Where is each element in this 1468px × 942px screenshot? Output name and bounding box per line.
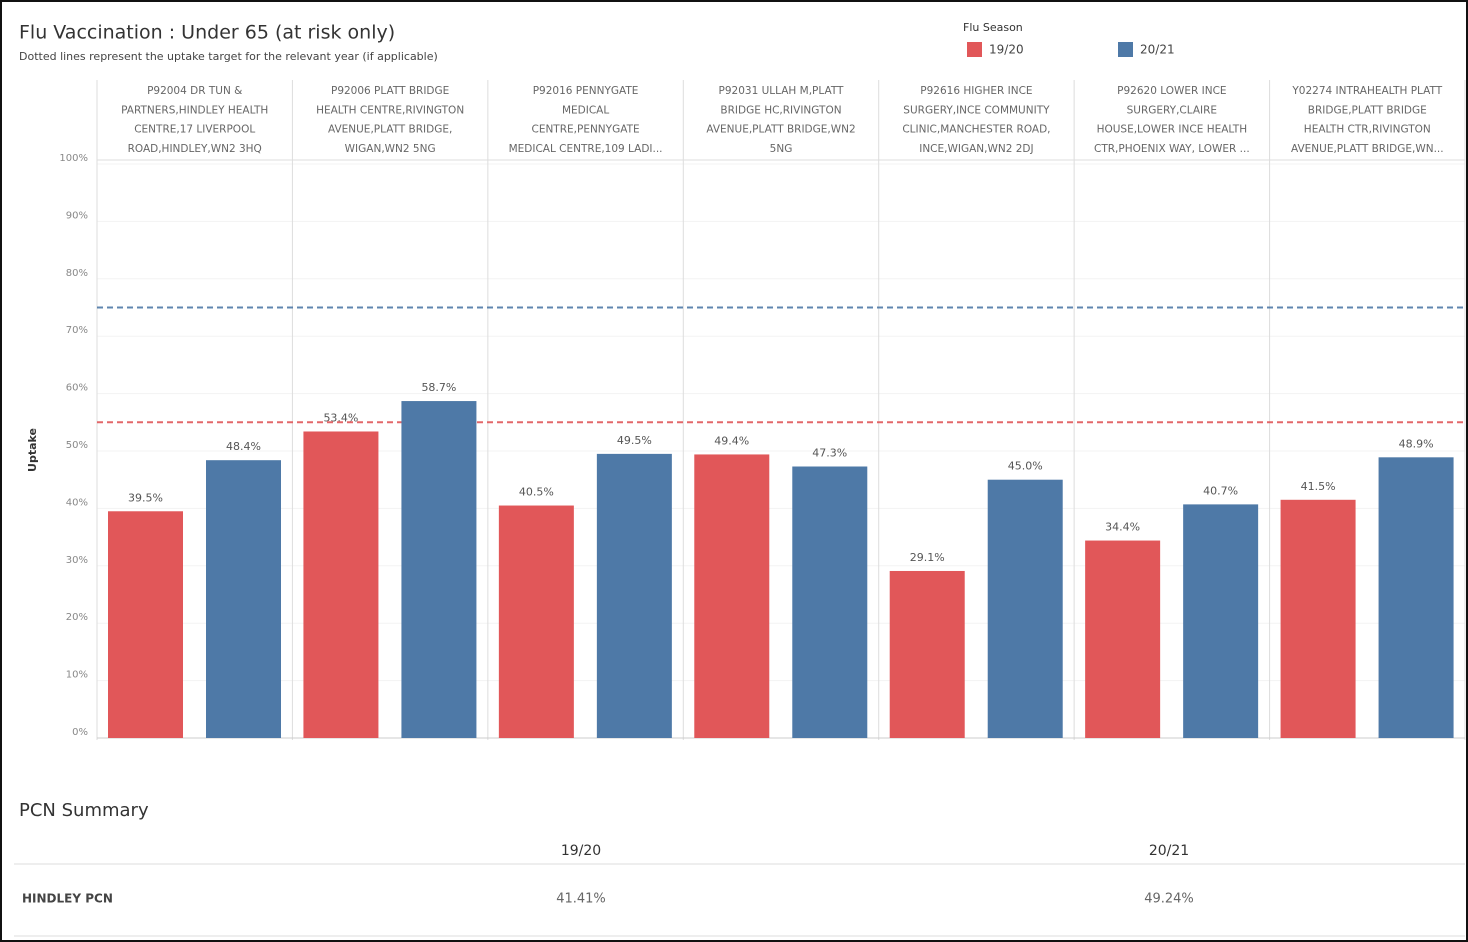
column-header: MEDICAL [562,104,609,116]
chart-title: Flu Vaccination : Under 65 (at risk only… [19,22,395,44]
summary-column-header: 19/20 [561,843,601,859]
column-header: HEALTH CTR,RIVINGTON [1304,124,1431,136]
summary-cell: 49.24% [1144,892,1194,907]
bar-value-label: 47.3% [812,446,847,459]
y-tick-label: 40% [66,497,88,508]
bar [303,431,379,738]
bar [401,401,477,738]
bar-value-label: 41.5% [1301,480,1336,493]
column-header: CENTRE,PENNYGATE [531,124,639,136]
column-header: HEALTH CENTRE,RIVINGTON [316,104,464,116]
bar-value-label: 49.4% [714,434,749,447]
y-tick-label: 20% [66,612,88,623]
column-header: MEDICAL CENTRE,109 LADI... [509,143,663,155]
column-header: P92004 DR TUN & [147,85,242,97]
column-header: P92620 LOWER INCE [1117,85,1226,97]
column-header: P92616 HIGHER INCE [920,85,1032,97]
column-header: P92006 PLATT BRIDGE [331,85,449,97]
legend-swatch [1118,42,1133,57]
bar-value-label: 34.4% [1105,521,1140,534]
bar [1378,457,1454,738]
y-axis-label: Uptake [26,428,39,472]
summary-title: PCN Summary [19,800,149,821]
y-tick-label: 60% [66,383,88,394]
bar-value-label: 45.0% [1008,460,1043,473]
column-header: CENTRE,17 LIVERPOOL [134,124,255,136]
bar-value-label: 48.4% [226,440,261,453]
bar-value-label: 53.4% [323,411,358,424]
bar [1280,499,1356,738]
column-header: HOUSE,LOWER INCE HEALTH [1097,124,1248,136]
column-header: 5NG [770,143,793,155]
column-header: BRIDGE,PLATT BRIDGE [1308,104,1427,116]
column-header: AVENUE,PLATT BRIDGE,WN... [1291,143,1444,155]
column-header: P92016 PENNYGATE [533,85,639,97]
bar-value-label: 48.9% [1399,437,1434,450]
bar [792,466,868,738]
bar [1183,504,1259,738]
column-header: SURGERY,CLAIRE [1127,104,1217,116]
column-header: AVENUE,PLATT BRIDGE,WN2 [706,124,855,136]
column-header: P92031 ULLAH M,PLATT [719,85,845,97]
bar-value-label: 40.7% [1203,484,1238,497]
y-tick-label: 30% [66,555,88,566]
y-tick-label: 100% [59,153,88,164]
bar [206,460,281,738]
y-tick-label: 10% [66,670,88,681]
y-tick-label: 0% [72,727,88,738]
bar [1085,540,1161,738]
bar [108,511,183,738]
column-header: PARTNERS,HINDLEY HEALTH [121,104,268,116]
column-header: AVENUE,PLATT BRIDGE, [328,124,452,136]
legend-swatch [967,42,982,57]
bar [889,570,965,738]
legend-title: Flu Season [963,21,1023,34]
bar [498,505,574,738]
bar-value-label: 29.1% [910,551,945,564]
summary-row-label: HINDLEY PCN [22,892,113,906]
column-header: CTR,PHOENIX WAY, LOWER ... [1094,143,1250,155]
chart-subtitle: Dotted lines represent the uptake target… [19,50,438,63]
column-header: SURGERY,INCE COMMUNITY [903,104,1050,116]
bar [596,453,672,738]
column-header: WIGAN,WN2 5NG [345,143,436,155]
column-header: CLINIC,MANCHESTER ROAD, [902,124,1050,136]
column-header: ROAD,HINDLEY,WN2 3HQ [128,143,262,155]
legend-label: 19/20 [989,43,1024,57]
column-header: BRIDGE HC,RIVINGTON [720,104,841,116]
y-tick-label: 90% [66,210,88,221]
column-header: Y02274 INTRAHEALTH PLATT [1291,85,1442,97]
y-tick-label: 50% [66,440,88,451]
bar [694,454,770,738]
bar-value-label: 40.5% [519,486,554,499]
legend-label: 20/21 [1140,43,1175,57]
y-tick-label: 70% [66,325,88,336]
column-header: INCE,WIGAN,WN2 2DJ [919,143,1033,155]
summary-column-header: 20/21 [1149,843,1189,859]
summary-cell: 41.41% [556,892,606,907]
bar-value-label: 49.5% [617,434,652,447]
bar-value-label: 39.5% [128,491,163,504]
bar-value-label: 58.7% [421,381,456,394]
y-tick-label: 80% [66,268,88,279]
bar [987,479,1063,738]
